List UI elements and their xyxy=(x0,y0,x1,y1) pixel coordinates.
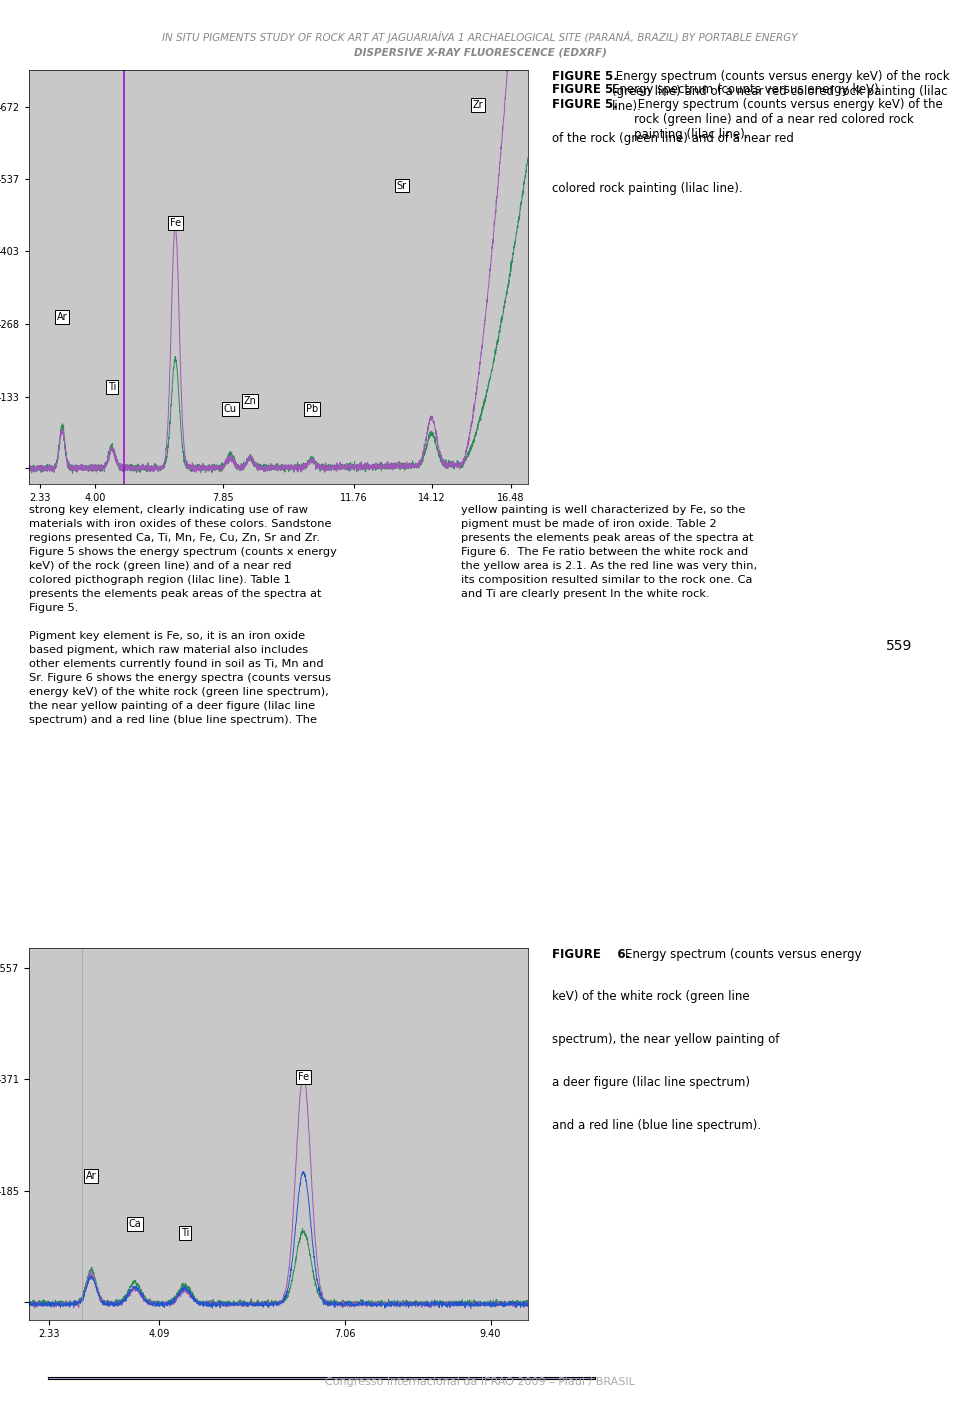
Text: Ar: Ar xyxy=(57,312,67,323)
Text: Energy spectrum (counts versus energy: Energy spectrum (counts versus energy xyxy=(625,948,861,960)
Text: and a red line (blue line spectrum).: and a red line (blue line spectrum). xyxy=(552,1119,761,1132)
Text: FIGURE 5.: FIGURE 5. xyxy=(552,83,618,95)
Text: of the rock (green line) and of a near red: of the rock (green line) and of a near r… xyxy=(552,132,794,146)
Text: Energy spectrum (counts versus energy keV) of the rock (green line) and of a nea: Energy spectrum (counts versus energy ke… xyxy=(634,98,943,142)
Text: Ar: Ar xyxy=(85,1171,97,1181)
Text: Zn: Zn xyxy=(244,396,256,406)
Text: Cu: Cu xyxy=(224,404,237,414)
Text: a deer figure (lilac line spectrum): a deer figure (lilac line spectrum) xyxy=(552,1075,750,1090)
Text: Sr: Sr xyxy=(396,181,407,191)
Text: IN SITU PIGMENTS STUDY OF ROCK ART AT JAGUARIAÍVA 1 ARCHAELOGICAL SITE (PARANÁ, : IN SITU PIGMENTS STUDY OF ROCK ART AT JA… xyxy=(162,31,798,44)
Text: colored rock painting (lilac line).: colored rock painting (lilac line). xyxy=(552,183,743,195)
Text: Pb: Pb xyxy=(305,404,318,414)
Text: Energy spectrum (counts versus energy keV) of the rock (green line) and of a nea: Energy spectrum (counts versus energy ke… xyxy=(612,70,949,114)
Text: Zr: Zr xyxy=(472,100,484,110)
Text: yellow painting is well characterized by Fe, so the
pigment must be made of iron: yellow painting is well characterized by… xyxy=(461,505,756,600)
Text: Ti: Ti xyxy=(180,1227,189,1238)
Text: FIGURE 5.: FIGURE 5. xyxy=(552,70,618,83)
Text: FIGURE 5.: FIGURE 5. xyxy=(552,98,618,111)
Text: Fe: Fe xyxy=(170,218,180,229)
Text: Energy spectrum (counts versus energy keV): Energy spectrum (counts versus energy ke… xyxy=(612,83,878,95)
Text: 559: 559 xyxy=(886,639,912,653)
Text: strong key element, clearly indicating use of raw
materials with iron oxides of : strong key element, clearly indicating u… xyxy=(29,505,337,726)
Text: Ti: Ti xyxy=(108,382,116,392)
Text: FIGURE    6.: FIGURE 6. xyxy=(552,948,631,960)
Text: Fe: Fe xyxy=(298,1071,309,1081)
Text: Ca: Ca xyxy=(129,1219,141,1228)
Text: keV) of the white rock (green line: keV) of the white rock (green line xyxy=(552,990,750,1004)
Text: DISPERSIVE X-RAY FLUORESCENCE (EDXRF): DISPERSIVE X-RAY FLUORESCENCE (EDXRF) xyxy=(353,48,607,58)
Text: Congresso Internacional da IFRAO 2009 – Piaui / BRASIL: Congresso Internacional da IFRAO 2009 – … xyxy=(325,1377,635,1387)
Text: spectrum), the near yellow painting of: spectrum), the near yellow painting of xyxy=(552,1033,780,1046)
